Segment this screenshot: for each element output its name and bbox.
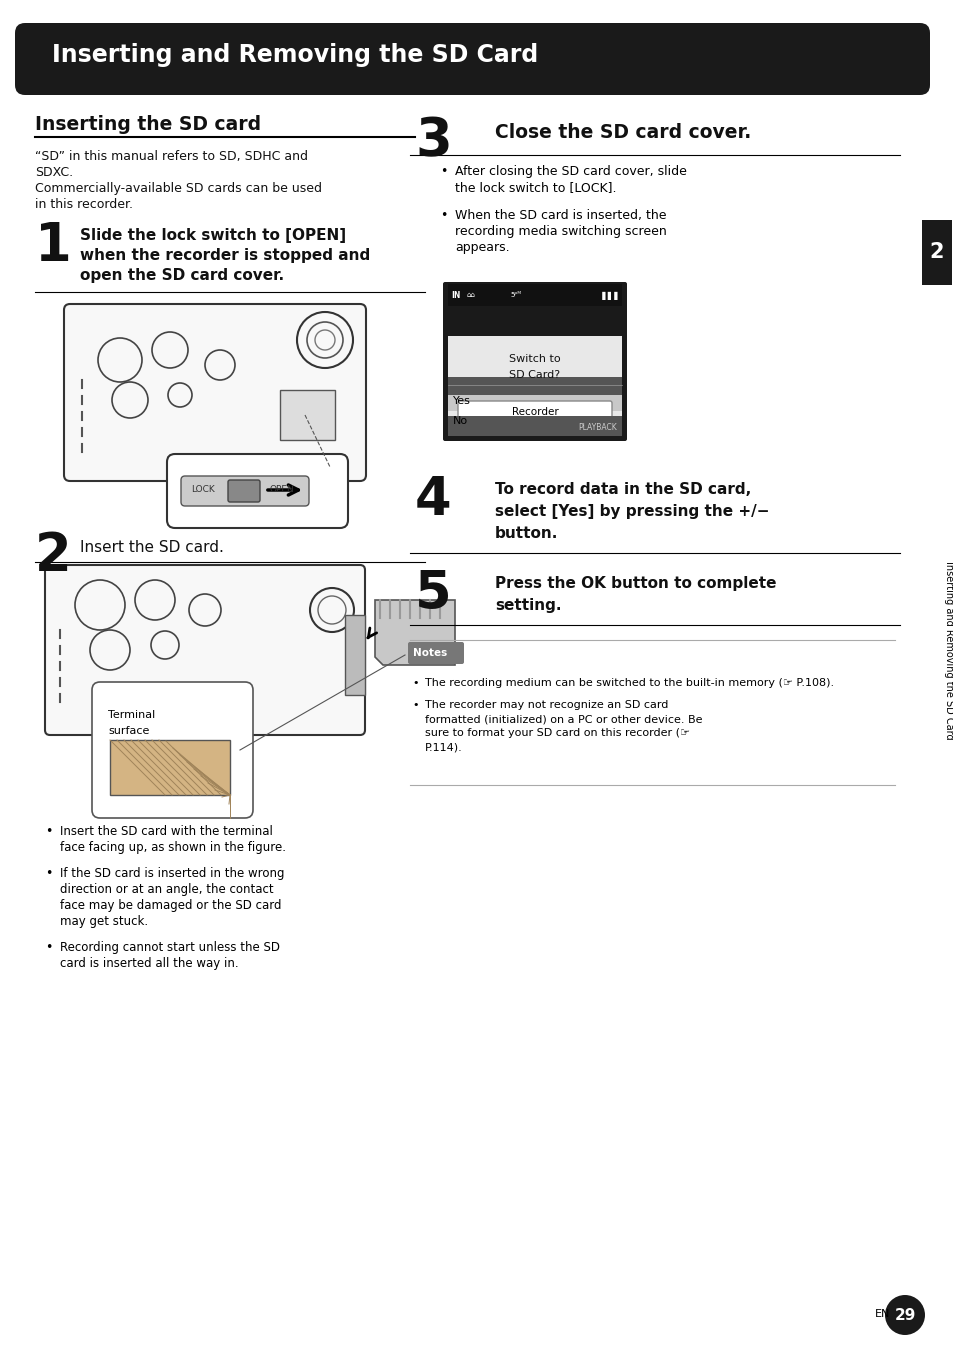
Bar xyxy=(345,615,365,695)
Text: Close the SD card cover.: Close the SD card cover. xyxy=(495,123,750,142)
Text: •: • xyxy=(412,700,418,709)
Text: 2: 2 xyxy=(35,529,71,582)
Text: Slide the lock switch to [OPEN]: Slide the lock switch to [OPEN] xyxy=(80,227,346,242)
Text: direction or at an angle, the contact: direction or at an angle, the contact xyxy=(60,883,274,896)
Text: Yes: Yes xyxy=(453,395,471,406)
Text: No: No xyxy=(453,416,468,427)
Bar xyxy=(448,306,621,336)
Text: button.: button. xyxy=(495,525,558,542)
Text: Recording cannot start unless the SD: Recording cannot start unless the SD xyxy=(60,941,280,955)
Bar xyxy=(110,741,230,795)
Text: PLAYBACK: PLAYBACK xyxy=(578,422,617,432)
Bar xyxy=(921,219,951,284)
Bar xyxy=(448,376,621,395)
Text: •: • xyxy=(439,165,447,177)
Text: 1: 1 xyxy=(35,219,71,272)
Bar xyxy=(448,284,621,306)
Text: •: • xyxy=(45,941,52,955)
Text: •: • xyxy=(412,678,418,688)
Text: LOCK: LOCK xyxy=(191,485,214,493)
Text: If the SD card is inserted in the wrong: If the SD card is inserted in the wrong xyxy=(60,867,284,880)
Text: SDXC.: SDXC. xyxy=(35,167,73,179)
Text: ▐▐▐: ▐▐▐ xyxy=(598,291,618,299)
Text: 2: 2 xyxy=(929,242,943,263)
Text: recording media switching screen: recording media switching screen xyxy=(455,225,666,238)
Text: formatted (initialized) on a PC or other device. Be: formatted (initialized) on a PC or other… xyxy=(424,714,701,724)
FancyBboxPatch shape xyxy=(442,282,626,441)
Text: in this recorder.: in this recorder. xyxy=(35,198,132,211)
Text: After closing the SD card cover, slide: After closing the SD card cover, slide xyxy=(455,165,686,177)
Text: 5: 5 xyxy=(415,567,451,620)
Text: when the recorder is stopped and: when the recorder is stopped and xyxy=(80,248,370,263)
FancyBboxPatch shape xyxy=(45,565,365,735)
Text: Insert the SD card with the terminal: Insert the SD card with the terminal xyxy=(60,825,273,838)
Text: To record data in the SD card,: To record data in the SD card, xyxy=(495,482,750,497)
FancyBboxPatch shape xyxy=(181,477,309,506)
FancyBboxPatch shape xyxy=(457,401,612,422)
Text: Notes: Notes xyxy=(413,649,447,658)
Text: 4: 4 xyxy=(415,474,451,525)
FancyBboxPatch shape xyxy=(167,454,348,528)
Text: select [Yes] by pressing the +/−: select [Yes] by pressing the +/− xyxy=(495,504,769,519)
Text: 29: 29 xyxy=(893,1308,915,1323)
Text: The recorder may not recognize an SD card: The recorder may not recognize an SD car… xyxy=(424,700,668,709)
Circle shape xyxy=(884,1294,924,1335)
FancyBboxPatch shape xyxy=(91,682,253,818)
Text: Terminal: Terminal xyxy=(108,709,155,720)
Text: sure to format your SD card on this recorder (☞: sure to format your SD card on this reco… xyxy=(424,728,689,738)
Text: Inserting the SD card: Inserting the SD card xyxy=(35,115,261,134)
Text: SD Card?: SD Card? xyxy=(509,370,560,380)
FancyBboxPatch shape xyxy=(64,305,366,481)
Text: face may be damaged or the SD card: face may be damaged or the SD card xyxy=(60,899,281,913)
Text: Commercially-available SD cards can be used: Commercially-available SD cards can be u… xyxy=(35,181,322,195)
Text: OPEN: OPEN xyxy=(270,485,294,493)
Text: the lock switch to [LOCK].: the lock switch to [LOCK]. xyxy=(455,181,616,194)
Text: “SD” in this manual refers to SD, SDHC and: “SD” in this manual refers to SD, SDHC a… xyxy=(35,150,308,162)
Bar xyxy=(448,391,621,412)
Text: Switch to: Switch to xyxy=(509,353,560,364)
Text: surface: surface xyxy=(108,726,150,737)
Text: face facing up, as shown in the figure.: face facing up, as shown in the figure. xyxy=(60,841,286,854)
Text: Press the OK button to complete: Press the OK button to complete xyxy=(495,575,776,590)
Text: IN: IN xyxy=(451,291,460,299)
Text: The recording medium can be switched to the built-in memory (☞ P.108).: The recording medium can be switched to … xyxy=(424,678,833,688)
Text: •: • xyxy=(45,825,52,838)
Bar xyxy=(448,416,621,436)
Text: EN: EN xyxy=(874,1309,889,1319)
Text: appears.: appears. xyxy=(455,241,509,255)
FancyBboxPatch shape xyxy=(228,481,260,502)
Bar xyxy=(110,741,230,795)
Text: •: • xyxy=(45,867,52,880)
Text: Recorder: Recorder xyxy=(511,408,558,417)
Text: may get stuck.: may get stuck. xyxy=(60,915,148,927)
Text: Insert the SD card.: Insert the SD card. xyxy=(80,540,224,555)
Bar xyxy=(448,336,621,417)
Text: ⌂⌂: ⌂⌂ xyxy=(467,292,476,298)
Polygon shape xyxy=(375,600,455,665)
FancyBboxPatch shape xyxy=(408,642,463,663)
Text: •: • xyxy=(439,209,447,222)
Text: card is inserted all the way in.: card is inserted all the way in. xyxy=(60,957,238,969)
Text: When the SD card is inserted, the: When the SD card is inserted, the xyxy=(455,209,666,222)
Text: P.114).: P.114). xyxy=(424,742,462,751)
Text: 3: 3 xyxy=(415,115,452,167)
Text: open the SD card cover.: open the SD card cover. xyxy=(80,268,284,283)
Text: setting.: setting. xyxy=(495,598,561,613)
Text: Inserting and Removing the SD Card: Inserting and Removing the SD Card xyxy=(52,43,537,66)
Text: 5ᵖᴹ: 5ᵖᴹ xyxy=(510,292,520,298)
Text: Inserting and Removing the SD Card: Inserting and Removing the SD Card xyxy=(943,561,953,739)
FancyBboxPatch shape xyxy=(15,23,929,95)
Bar xyxy=(280,390,335,440)
